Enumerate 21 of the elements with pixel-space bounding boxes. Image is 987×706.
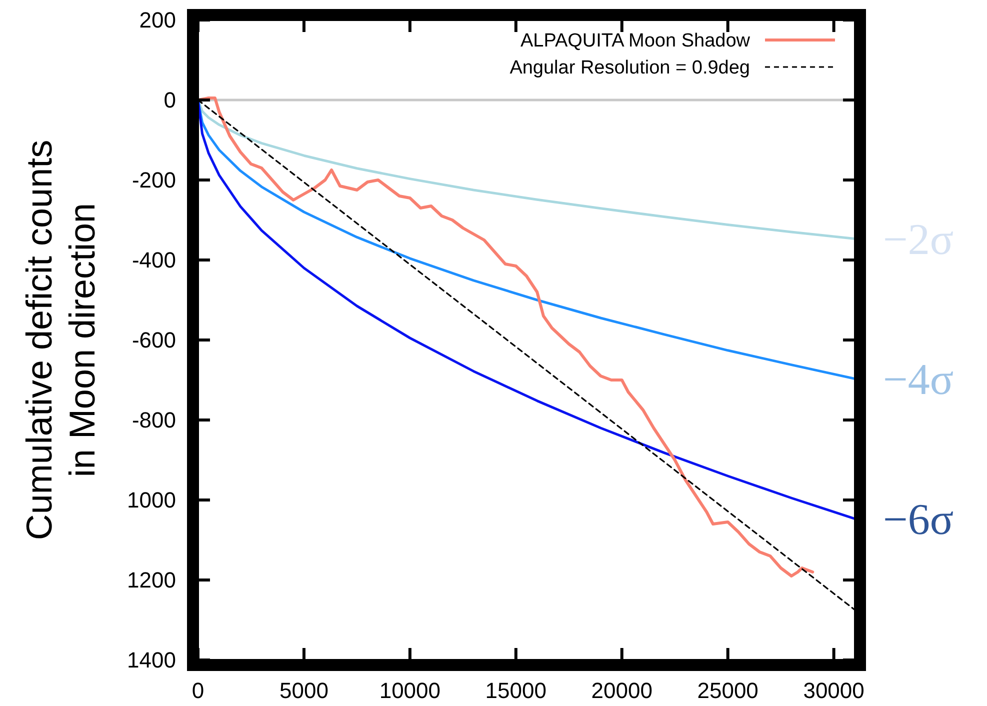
text: −4σ <box>883 355 954 404</box>
y-tick-label: -800 <box>132 408 176 433</box>
legend-label: Angular Resolution = 0.9deg <box>510 58 750 79</box>
y-axis-title: Cumulative deficit counts in Moon direction <box>18 140 103 540</box>
legend-label: ALPAQUITA Moon Shadow <box>520 30 750 52</box>
text: −6σ <box>883 495 954 544</box>
y-tick-label: -200 <box>132 168 176 193</box>
x-tick-label: 20000 <box>591 678 652 703</box>
x-tick-label: 30000 <box>803 678 864 703</box>
y-tick-label: 200 <box>139 8 176 33</box>
y-tick-label: -600 <box>132 328 176 353</box>
x-tick-label: 10000 <box>379 678 441 703</box>
x-tick-label: 25000 <box>697 678 758 703</box>
x-tick-label: 0 <box>192 678 204 703</box>
y-tick-label: 0 <box>164 88 176 113</box>
y-tick-label: -400 <box>132 248 176 273</box>
y-tick-label: 1400 <box>127 648 176 673</box>
x-tick-label: 15000 <box>485 678 546 703</box>
y-tick-label: 1200 <box>127 568 176 593</box>
x-tick-label: 5000 <box>279 678 328 703</box>
y-tick-label: 1000 <box>127 488 176 513</box>
